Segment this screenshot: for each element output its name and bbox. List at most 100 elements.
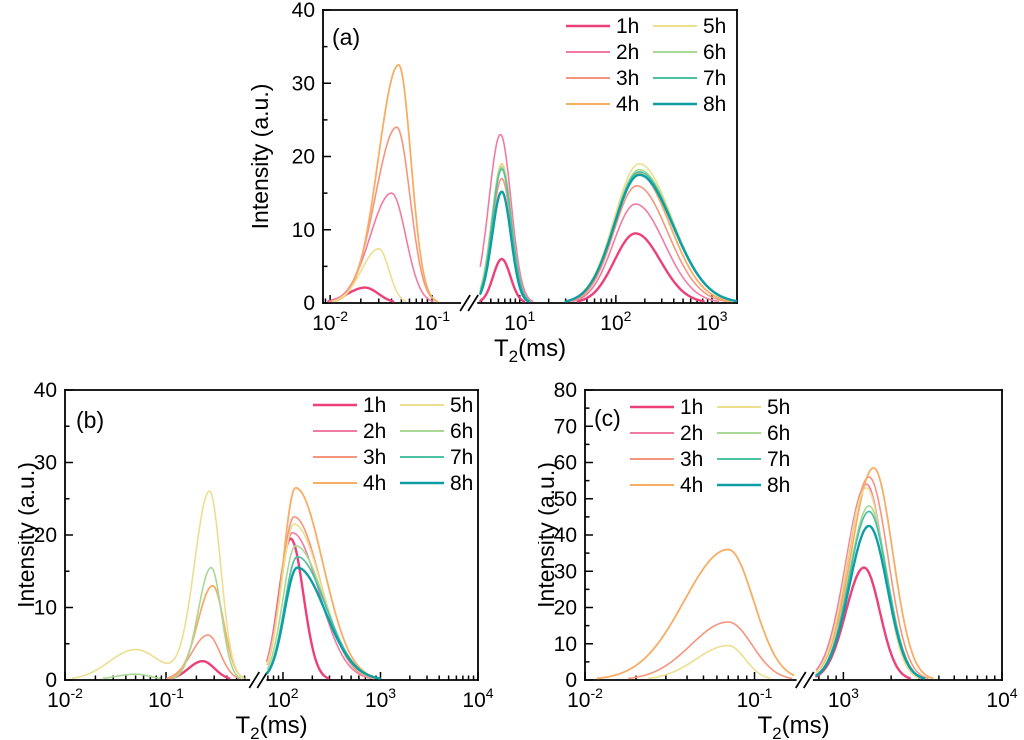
legend-entry-8h: 8h bbox=[653, 93, 726, 116]
axis-break-mark bbox=[248, 671, 269, 689]
x-tick-label: 102 bbox=[267, 685, 298, 712]
x-tick-label: 10-1 bbox=[737, 685, 773, 712]
y-tick-label: 30 bbox=[34, 452, 57, 475]
legend-label-5h: 5h bbox=[703, 15, 726, 38]
legend-label-6h: 6h bbox=[450, 420, 473, 443]
curve-3h bbox=[628, 476, 929, 680]
y-axis-title: Intensity (a.u.) bbox=[250, 84, 273, 230]
legend-label-5h: 5h bbox=[767, 396, 790, 419]
legend-entry-7h: 7h bbox=[717, 448, 790, 471]
legend-entry-6h: 6h bbox=[400, 420, 473, 443]
legend-label-2h: 2h bbox=[616, 41, 639, 64]
legend: 1h 2h 3h 4h 5h 6h 7h 8h bbox=[630, 396, 790, 497]
curve-8h bbox=[815, 524, 926, 680]
panel-label: (a) bbox=[332, 24, 360, 50]
y-tick-label: 30 bbox=[292, 72, 315, 95]
legend-entry-5h: 5h bbox=[400, 394, 473, 417]
curves bbox=[71, 487, 382, 680]
legend-entry-1h: 1h bbox=[630, 396, 703, 419]
curve-2h bbox=[266, 532, 373, 680]
y-axis-ticks: 0 10 20 30 40 bbox=[292, 0, 331, 315]
y-tick-label: 20 bbox=[554, 597, 577, 620]
legend-entry-6h: 6h bbox=[653, 41, 726, 64]
legend-entry-3h: 3h bbox=[630, 448, 703, 471]
y-axis-ticks: 0 10 20 30 40 bbox=[34, 379, 73, 692]
y-tick-label: 40 bbox=[292, 0, 315, 22]
legend-label-6h: 6h bbox=[767, 422, 790, 445]
legend-entry-1h: 1h bbox=[313, 394, 386, 417]
y-tick-label: 0 bbox=[565, 669, 577, 692]
legend-label-4h: 4h bbox=[680, 474, 703, 497]
x-tick-label: 10-2 bbox=[47, 685, 83, 712]
legend-entry-3h: 3h bbox=[566, 67, 639, 90]
legend-label-4h: 4h bbox=[363, 472, 386, 495]
legend-label-2h: 2h bbox=[363, 420, 386, 443]
legend-entry-2h: 2h bbox=[566, 41, 639, 64]
y-axis-ticks: 0 10 20 30 40 50 60 70 80 bbox=[554, 379, 593, 692]
panel-b-chart: 0 10 20 30 40 10-2 10-1 102 103 104 T2(ms) Intensit… bbox=[18, 379, 494, 740]
legend-label-8h: 8h bbox=[450, 472, 473, 495]
curve-6h bbox=[102, 545, 381, 680]
x-tick-label: 101 bbox=[504, 308, 535, 335]
legend-entry-4h: 4h bbox=[313, 472, 386, 495]
axis-break-mark bbox=[459, 294, 479, 312]
y-tick-label: 20 bbox=[34, 524, 57, 547]
legend-label-3h: 3h bbox=[680, 448, 703, 471]
legend-label-8h: 8h bbox=[767, 474, 790, 497]
legend-label-7h: 7h bbox=[450, 446, 473, 469]
curve-4h bbox=[333, 64, 733, 303]
curve-4h bbox=[596, 467, 934, 680]
y-tick-label: 10 bbox=[554, 633, 577, 656]
legend-label-3h: 3h bbox=[363, 446, 386, 469]
y-tick-label: 80 bbox=[554, 379, 577, 402]
x-tick-label: 103 bbox=[696, 308, 727, 335]
panel-c: 0 10 20 30 40 50 60 70 80 10-2 10-1 103 104 T2(ms) Int… bbox=[538, 372, 1024, 740]
curves bbox=[327, 64, 737, 303]
x-tick-label: 103 bbox=[828, 685, 859, 712]
axis-break-mark bbox=[795, 671, 815, 689]
panel-c-chart: 0 10 20 30 40 50 60 70 80 10-2 10-1 103 104 T2(ms) Int… bbox=[538, 379, 1018, 740]
x-tick-label: 10-2 bbox=[567, 685, 603, 712]
y-tick-label: 40 bbox=[554, 524, 577, 547]
x-tick-label: 10-2 bbox=[312, 308, 348, 335]
curves bbox=[596, 467, 934, 680]
legend: 1h 2h 3h 4h 5h 6h 7h 8h bbox=[566, 15, 726, 116]
panel-label: (b) bbox=[76, 407, 104, 433]
curve-5h bbox=[71, 490, 377, 680]
legend-label-7h: 7h bbox=[703, 67, 726, 90]
x-tick-label: 103 bbox=[365, 685, 396, 712]
panel-b: 0 10 20 30 40 10-2 10-1 102 103 104 T2(ms) Intensit… bbox=[18, 372, 518, 740]
x-tick-label: 104 bbox=[462, 685, 493, 712]
y-axis-title: Intensity (a.u.) bbox=[18, 462, 39, 608]
y-tick-label: 10 bbox=[34, 597, 57, 620]
legend-label-3h: 3h bbox=[616, 67, 639, 90]
x-tick-label: 10-1 bbox=[148, 685, 184, 712]
legend-entry-3h: 3h bbox=[313, 446, 386, 469]
legend-entry-8h: 8h bbox=[400, 472, 473, 495]
panel-a-chart: 0 10 20 30 40 10-2 10-1 101 102 103 T2(ms) Intensit… bbox=[250, 0, 738, 362]
legend-entry-2h: 2h bbox=[630, 422, 703, 445]
y-tick-label: 70 bbox=[554, 415, 577, 438]
axes bbox=[64, 389, 479, 681]
y-tick-label: 10 bbox=[292, 219, 315, 242]
axes bbox=[584, 389, 1003, 681]
legend-label-5h: 5h bbox=[450, 394, 473, 417]
curve-8h bbox=[266, 566, 381, 680]
curve-5h bbox=[648, 487, 922, 680]
panel-a: 0 10 20 30 40 10-2 10-1 101 102 103 T2(ms) Intensit… bbox=[250, 0, 750, 362]
y-tick-label: 0 bbox=[303, 292, 315, 315]
x-tick-label: 10-1 bbox=[414, 308, 450, 335]
axes bbox=[322, 9, 738, 304]
legend-entry-4h: 4h bbox=[630, 474, 703, 497]
legend-label-2h: 2h bbox=[680, 422, 703, 445]
x-axis-title: T2(ms) bbox=[494, 335, 566, 362]
legend-entry-7h: 7h bbox=[400, 446, 473, 469]
y-tick-label: 40 bbox=[34, 379, 57, 402]
legend-entry-6h: 6h bbox=[717, 422, 790, 445]
x-axis-ticks: 10-2 10-1 102 103 104 bbox=[47, 672, 494, 712]
legend-entry-2h: 2h bbox=[313, 420, 386, 443]
y-tick-label: 20 bbox=[292, 146, 315, 169]
legend: 1h 2h 3h 4h 5h 6h 7h 8h bbox=[313, 394, 473, 495]
y-tick-label: 30 bbox=[554, 560, 577, 583]
